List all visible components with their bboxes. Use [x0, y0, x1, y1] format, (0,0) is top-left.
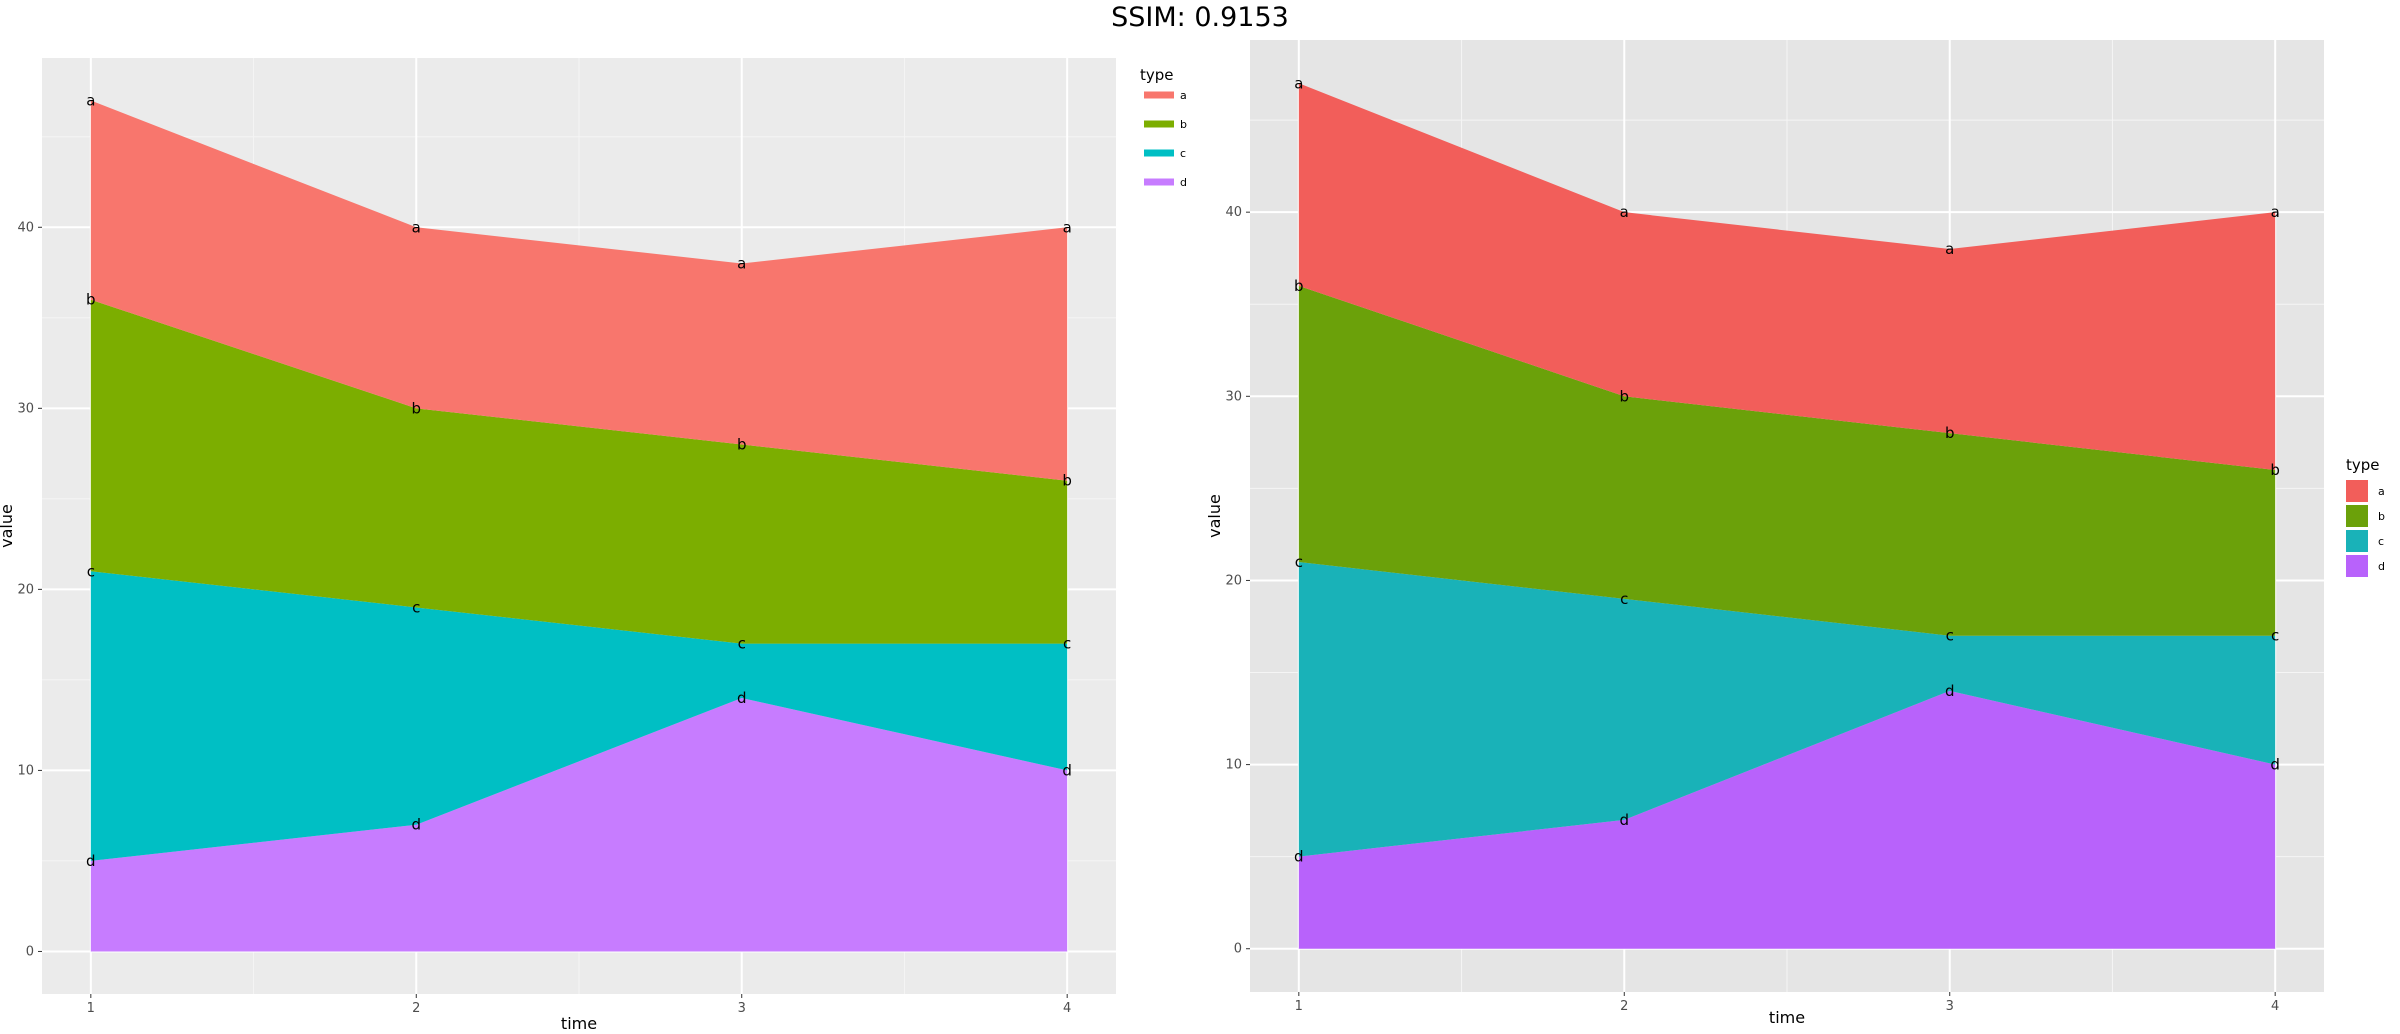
legend-label-a: a — [2378, 485, 2385, 498]
point-label-d: d — [412, 816, 422, 834]
point-label-b: b — [1945, 424, 1955, 442]
x-tick-label: 4 — [1063, 1001, 1071, 1016]
point-label-c: c — [87, 562, 95, 580]
legend-label-d: d — [1180, 176, 1187, 189]
x-tick-label: 2 — [1620, 999, 1628, 1014]
legend-label-c: c — [1180, 147, 1186, 160]
y-tick-label: 0 — [26, 944, 34, 959]
area-series-a — [1298, 83, 2276, 470]
point-label-b: b — [86, 291, 96, 309]
point-label-b: b — [1294, 277, 1304, 295]
legend-label-a: a — [1180, 89, 1187, 102]
y-tick-label: 0 — [1234, 942, 1242, 957]
area-series-b — [90, 299, 1068, 644]
legend-key-b — [2346, 505, 2368, 527]
legend-title: type — [2346, 456, 2380, 474]
y-tick-label: 40 — [17, 220, 34, 235]
point-label-a: a — [1945, 240, 1954, 258]
point-label-a: a — [412, 218, 421, 236]
legend-label-d: d — [2378, 560, 2385, 573]
legend-label-b: b — [2378, 510, 2385, 523]
point-label-d: d — [1945, 682, 1955, 700]
y-axis-title: value — [0, 504, 16, 548]
point-label-d: d — [1062, 761, 1072, 779]
point-label-b: b — [2270, 461, 2280, 479]
point-label-a: a — [1294, 74, 1303, 92]
point-label-a: a — [2271, 203, 2280, 221]
y-tick-label: 30 — [17, 401, 34, 416]
point-label-d: d — [1294, 848, 1304, 866]
x-axis-title: time — [1769, 1008, 1805, 1027]
y-tick-label: 20 — [17, 582, 34, 597]
legend-title: type — [1140, 66, 1174, 84]
point-label-a: a — [737, 254, 746, 272]
point-label-d: d — [1620, 811, 1630, 829]
y-tick-label: 40 — [1225, 205, 1242, 220]
point-label-a: a — [86, 92, 95, 110]
point-label-c: c — [1063, 635, 1071, 653]
point-label-b: b — [412, 399, 422, 417]
point-label-c: c — [738, 635, 746, 653]
y-tick-label: 10 — [17, 763, 34, 778]
y-axis-title: value — [1205, 494, 1224, 538]
point-label-d: d — [86, 852, 96, 870]
figure-title: SSIM: 0.9153 — [1111, 2, 1289, 33]
area-series-d — [90, 697, 1068, 952]
y-tick-label: 10 — [1225, 758, 1242, 773]
point-label-a: a — [1620, 203, 1629, 221]
point-label-c: c — [412, 598, 420, 616]
legend-label-b: b — [1180, 118, 1187, 131]
y-tick-label: 20 — [1225, 573, 1242, 588]
y-tick-label: 30 — [1225, 389, 1242, 404]
x-tick-label: 4 — [2271, 999, 2279, 1014]
point-label-c: c — [2271, 627, 2279, 645]
x-axis-title: time — [561, 1014, 597, 1033]
x-tick-label: 1 — [1295, 999, 1303, 1014]
point-label-c: c — [1946, 627, 1954, 645]
x-tick-label: 3 — [738, 1001, 746, 1016]
point-label-d: d — [2270, 756, 2280, 774]
x-tick-label: 1 — [87, 1001, 95, 1016]
legend-label-c: c — [2378, 535, 2384, 548]
point-label-c: c — [1620, 590, 1628, 608]
area-series-a — [90, 100, 1068, 481]
point-label-c: c — [1295, 553, 1303, 571]
chart-panel-1: a a a a b b b b c c c c d d d d 0 10 20 30 40 1 2 3 4 time value ty… — [0, 58, 1187, 1033]
point-label-b: b — [1620, 387, 1630, 405]
area-series-c — [1298, 562, 2276, 857]
legend-key-d — [2346, 555, 2368, 577]
point-label-b: b — [737, 436, 747, 454]
point-label-d: d — [737, 689, 747, 707]
area-series-b — [1298, 285, 2276, 636]
x-tick-label: 2 — [412, 1001, 420, 1016]
legend-key-c — [2346, 530, 2368, 552]
point-label-a: a — [1063, 218, 1072, 236]
point-label-b: b — [1062, 472, 1072, 490]
area-series-d — [1298, 690, 2276, 949]
legend-key-a — [2346, 480, 2368, 502]
x-tick-label: 3 — [1946, 999, 1954, 1014]
